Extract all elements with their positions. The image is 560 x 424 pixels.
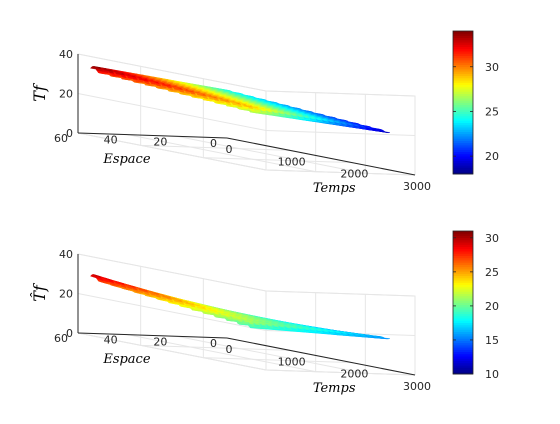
x-axis-label: Temps [313,181,356,196]
colorbar-tick-label: 10 [485,368,499,381]
y-tick-label: 20 [153,135,167,148]
x-tick-label: 0 [226,143,233,156]
z-tick-label: 20 [59,288,73,301]
colorbar-tick-label: 20 [485,150,499,163]
y-tick-label: 60 [54,332,68,345]
y-tick-label: 40 [104,334,118,347]
x-axis-label: Temps [313,381,356,396]
z-tick-label: 40 [59,248,73,261]
y-axis-label: Espace [102,152,151,167]
chart-panel-2: 0100020003000020406002040TempsEspaceT̂f1… [30,230,499,396]
z-tick-label: 0 [66,127,73,140]
x-tick-label: 1000 [278,355,306,368]
x-tick-label: 2000 [340,368,368,381]
z-tick-label: 20 [59,88,73,101]
x-tick-label: 0 [226,343,233,356]
x-tick-label: 2000 [340,168,368,181]
x-tick-label: 3000 [403,180,431,193]
y-tick-label: 60 [54,132,68,145]
y-tick-label: 0 [210,137,217,150]
z-axis-label: T̂f [30,282,49,302]
z-tick-label: 0 [66,327,73,340]
y-tick-label: 40 [104,134,118,147]
colorbar-tick-label: 25 [485,105,499,118]
colorbar-tick-label: 30 [485,61,499,74]
z-axis-label: Tf [30,82,49,102]
surface [90,274,390,340]
x-tick-label: 3000 [403,380,431,393]
y-tick-label: 20 [153,335,167,348]
x-tick-label: 1000 [278,155,306,168]
colorbar-tick-label: 25 [485,266,499,279]
surface [90,66,390,133]
y-tick-label: 0 [210,337,217,350]
colorbar-tick-label: 15 [485,334,499,347]
chart-panel-1: 0100020003000020406002040TempsEspaceTf20… [30,30,499,196]
axes-lines [77,254,416,376]
colorbar-tick-label: 30 [485,232,499,245]
colorbar-tick-label: 20 [485,300,499,313]
y-axis-label: Espace [102,352,151,367]
colorbar: 10 15 20 25 30 [452,230,499,381]
axes-lines [77,54,416,176]
z-tick-label: 40 [59,48,73,61]
colorbar: 20 25 30 [452,30,499,175]
